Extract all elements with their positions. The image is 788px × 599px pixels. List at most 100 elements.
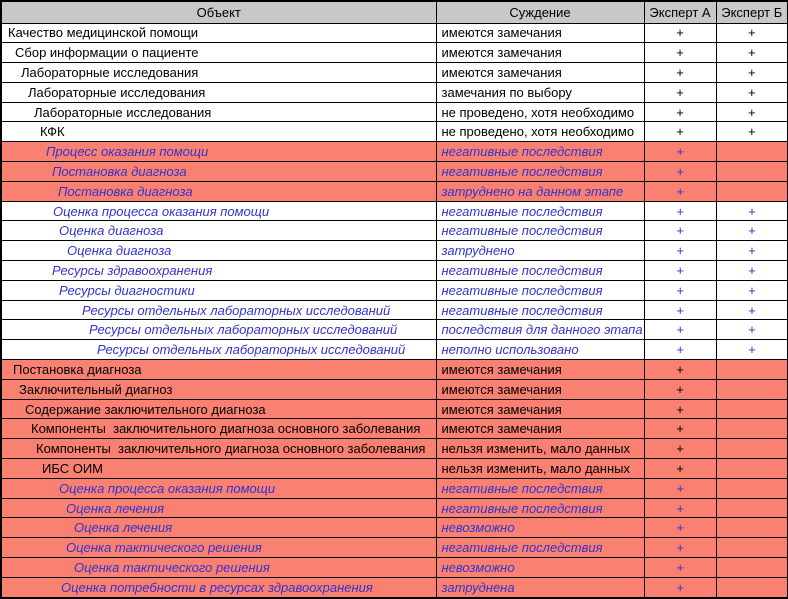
expert-a-cell[interactable]: +: [643, 62, 717, 83]
expert-b-cell[interactable]: +: [715, 101, 788, 123]
object-cell[interactable]: Оценка лечения: [0, 497, 437, 519]
object-cell[interactable]: Ресурсы отдельных лабораторных исследова…: [0, 299, 437, 321]
judgement-cell[interactable]: негативные последствия: [435, 260, 645, 281]
object-cell[interactable]: Компоненты заключительного диагноза осно…: [0, 438, 437, 460]
column-header-object[interactable]: Объект: [0, 0, 437, 24]
expert-b-cell[interactable]: +: [715, 22, 788, 44]
judgement-cell[interactable]: неполно использовано: [435, 339, 645, 361]
judgement-cell[interactable]: негативные последствия: [435, 161, 645, 182]
judgement-cell[interactable]: не проведено, хотя необходимо: [435, 121, 645, 143]
expert-b-cell[interactable]: [715, 477, 788, 499]
judgement-cell[interactable]: затруднено: [435, 240, 645, 262]
expert-a-cell[interactable]: +: [643, 319, 717, 341]
judgement-cell[interactable]: негативные последствия: [435, 477, 645, 499]
expert-b-cell[interactable]: +: [715, 299, 788, 321]
column-header-expert-b[interactable]: Эксперт Б: [715, 0, 788, 24]
object-cell[interactable]: Постановка диагноза: [0, 161, 437, 182]
object-cell[interactable]: КФК: [0, 121, 437, 143]
expert-a-cell[interactable]: +: [643, 240, 717, 262]
expert-b-cell[interactable]: [715, 438, 788, 460]
expert-b-cell[interactable]: [715, 537, 788, 559]
expert-b-cell[interactable]: +: [715, 279, 788, 301]
object-cell[interactable]: Оценка тактического решения: [0, 557, 437, 578]
judgement-cell[interactable]: имеются замечания: [435, 398, 645, 420]
expert-a-cell[interactable]: +: [643, 260, 717, 281]
expert-a-cell[interactable]: +: [643, 161, 717, 182]
object-cell[interactable]: Лабораторные исследования: [0, 62, 437, 83]
expert-a-cell[interactable]: +: [643, 180, 717, 202]
expert-b-cell[interactable]: +: [715, 240, 788, 262]
expert-b-cell[interactable]: +: [715, 220, 788, 242]
judgement-cell[interactable]: негативные последствия: [435, 497, 645, 519]
expert-a-cell[interactable]: +: [643, 42, 717, 64]
expert-a-cell[interactable]: +: [643, 517, 717, 539]
expert-b-cell[interactable]: [715, 161, 788, 182]
expert-b-cell[interactable]: [715, 557, 788, 578]
expert-b-cell[interactable]: +: [715, 260, 788, 281]
judgement-cell[interactable]: негативные последствия: [435, 279, 645, 301]
expert-b-cell[interactable]: +: [715, 121, 788, 143]
expert-a-cell[interactable]: +: [643, 418, 717, 440]
expert-a-cell[interactable]: +: [643, 220, 717, 242]
object-cell[interactable]: Оценка процесса оказания помощи: [0, 200, 437, 222]
object-cell[interactable]: Лабораторные исследования: [0, 101, 437, 123]
expert-b-cell[interactable]: +: [715, 81, 788, 103]
expert-b-cell[interactable]: [715, 576, 788, 599]
expert-b-cell[interactable]: [715, 141, 788, 163]
expert-b-cell[interactable]: [715, 458, 788, 479]
expert-a-cell[interactable]: +: [643, 537, 717, 559]
judgement-cell[interactable]: невозможно: [435, 517, 645, 539]
expert-b-cell[interactable]: +: [715, 319, 788, 341]
judgement-cell[interactable]: негативные последствия: [435, 220, 645, 242]
expert-b-cell[interactable]: +: [715, 62, 788, 83]
object-cell[interactable]: Качество медицинской помощи: [0, 22, 437, 44]
column-header-judgement[interactable]: Суждение: [435, 0, 645, 24]
expert-a-cell[interactable]: +: [643, 458, 717, 479]
expert-a-cell[interactable]: +: [643, 279, 717, 301]
expert-a-cell[interactable]: +: [643, 576, 717, 599]
judgement-cell[interactable]: не проведено, хотя необходимо: [435, 101, 645, 123]
expert-b-cell[interactable]: +: [715, 200, 788, 222]
object-cell[interactable]: Содержание заключительного диагноза: [0, 398, 437, 420]
expert-a-cell[interactable]: +: [643, 81, 717, 103]
object-cell[interactable]: Ресурсы отдельных лабораторных исследова…: [0, 319, 437, 341]
expert-b-cell[interactable]: +: [715, 42, 788, 64]
object-cell[interactable]: Постановка диагноза: [0, 359, 437, 380]
expert-a-cell[interactable]: +: [643, 22, 717, 44]
object-cell[interactable]: Ресурсы отдельных лабораторных исследова…: [0, 339, 437, 361]
judgement-cell[interactable]: последствия для данного этапа: [435, 319, 645, 341]
expert-a-cell[interactable]: +: [643, 477, 717, 499]
expert-a-cell[interactable]: +: [643, 141, 717, 163]
judgement-cell[interactable]: имеются замечания: [435, 359, 645, 380]
judgement-cell[interactable]: имеются замечания: [435, 22, 645, 44]
object-cell[interactable]: Процесс оказания помощи: [0, 141, 437, 163]
object-cell[interactable]: Оценка тактического решения: [0, 537, 437, 559]
judgement-cell[interactable]: имеются замечания: [435, 378, 645, 400]
judgement-cell[interactable]: затруднено на данном этапе: [435, 180, 645, 202]
expert-a-cell[interactable]: +: [643, 398, 717, 420]
expert-a-cell[interactable]: +: [643, 378, 717, 400]
expert-a-cell[interactable]: +: [643, 557, 717, 578]
judgement-cell[interactable]: негативные последствия: [435, 200, 645, 222]
judgement-cell[interactable]: замечания по выбору: [435, 81, 645, 103]
expert-b-cell[interactable]: +: [715, 339, 788, 361]
object-cell[interactable]: Оценка процесса оказания помощи: [0, 477, 437, 499]
judgement-cell[interactable]: имеются замечания: [435, 62, 645, 83]
object-cell[interactable]: Компоненты заключительного диагноза осно…: [0, 418, 437, 440]
expert-b-cell[interactable]: [715, 359, 788, 380]
judgement-cell[interactable]: негативные последствия: [435, 299, 645, 321]
judgement-cell[interactable]: нельзя изменить, мало данных: [435, 458, 645, 479]
object-cell[interactable]: Оценка потребности в ресурсах здравоохра…: [0, 576, 437, 599]
object-cell[interactable]: Оценка лечения: [0, 517, 437, 539]
expert-a-cell[interactable]: +: [643, 101, 717, 123]
object-cell[interactable]: Оценка диагноза: [0, 240, 437, 262]
object-cell[interactable]: Ресурсы диагностики: [0, 279, 437, 301]
expert-a-cell[interactable]: +: [643, 200, 717, 222]
expert-a-cell[interactable]: +: [643, 121, 717, 143]
expert-b-cell[interactable]: [715, 378, 788, 400]
object-cell[interactable]: Лабораторные исследования: [0, 81, 437, 103]
object-cell[interactable]: Заключительный диагноз: [0, 378, 437, 400]
judgement-cell[interactable]: имеются замечания: [435, 418, 645, 440]
expert-a-cell[interactable]: +: [643, 438, 717, 460]
column-header-expert-a[interactable]: Эксперт А: [643, 0, 717, 24]
